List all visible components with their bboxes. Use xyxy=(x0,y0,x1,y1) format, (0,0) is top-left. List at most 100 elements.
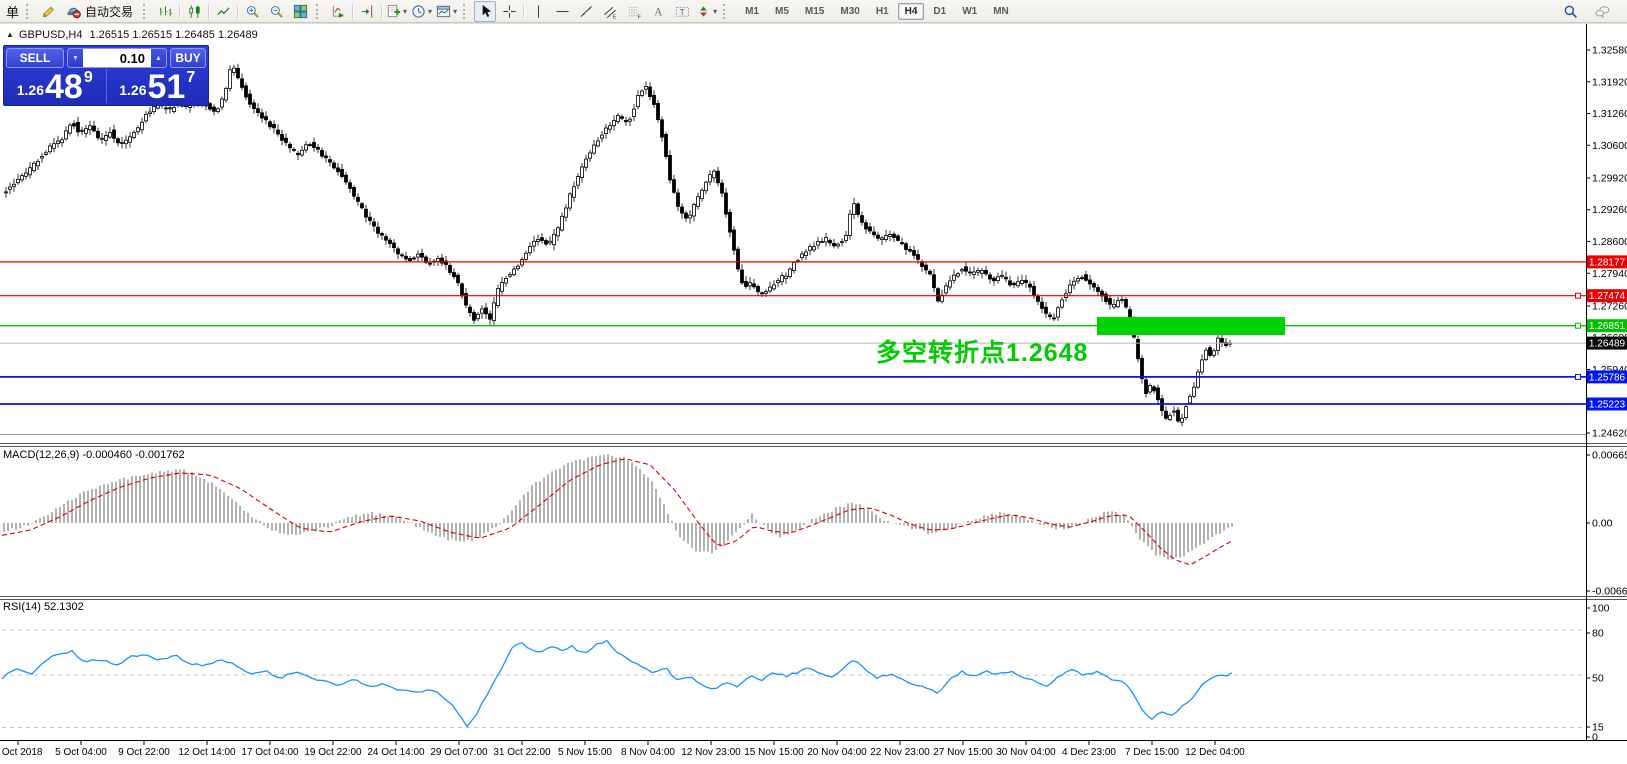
dropdown-arrow-icon[interactable]: ▾ xyxy=(713,6,718,16)
main-chart-panel[interactable] xyxy=(0,24,1586,436)
svg-text:F: F xyxy=(637,14,640,18)
tile-windows-button[interactable] xyxy=(289,1,311,22)
highlight-rectangle[interactable] xyxy=(1097,317,1285,335)
time-axis[interactable] xyxy=(0,741,1627,764)
price-tick-label: 1.32580 xyxy=(1592,45,1627,57)
toolbar-grip[interactable] xyxy=(26,3,31,19)
toolbar-separator xyxy=(208,3,210,19)
toolbar-separator xyxy=(179,3,181,19)
ea-icon xyxy=(66,4,81,19)
toolbar-grip[interactable] xyxy=(316,3,321,19)
toolbar-separator xyxy=(523,3,525,19)
newchart-icon xyxy=(386,4,401,19)
text-button[interactable]: A xyxy=(647,1,669,22)
time-tick-label: 4 Dec 23:00 xyxy=(1062,747,1116,758)
timeframe-button-mn[interactable]: MN xyxy=(993,5,1009,17)
price-axis[interactable] xyxy=(1586,24,1627,741)
yellow-crayon-icon[interactable] xyxy=(37,1,59,22)
autoscroll-icon xyxy=(331,4,346,19)
time-tick-label: 30 Nov 04:00 xyxy=(996,747,1056,758)
fibonacci-button[interactable]: F xyxy=(623,1,645,22)
toolbar-separator xyxy=(237,3,239,19)
rsi-axis-label: 0 xyxy=(1592,732,1598,744)
hline-icon xyxy=(555,4,570,19)
shift-icon xyxy=(360,4,375,19)
horizontal-line-button[interactable] xyxy=(551,1,573,22)
buy-button[interactable]: BUY xyxy=(170,48,206,68)
rsi-axis-label: 100 xyxy=(1592,603,1610,615)
symbol-marker-icon: ▲ xyxy=(6,30,14,39)
time-tick-label: 29 Oct 07:00 xyxy=(430,747,488,758)
line-handle xyxy=(1575,322,1581,329)
dropdown-arrow-icon[interactable]: ▾ xyxy=(453,6,458,16)
bar-chart-button[interactable] xyxy=(154,1,176,22)
chat-button[interactable] xyxy=(1591,1,1613,22)
autotrading-button-label: 自动交易 xyxy=(85,4,134,19)
price-tick-label: 1.31920 xyxy=(1592,76,1627,88)
arrows-button[interactable]: ▾ xyxy=(695,1,718,22)
text-label-button[interactable]: T xyxy=(671,1,693,22)
buy-price-base: 1.26 xyxy=(119,82,147,98)
volume-down-button[interactable]: ▼ xyxy=(68,49,83,67)
candlestick-chart-button[interactable] xyxy=(183,1,205,22)
auto-scroll-button[interactable] xyxy=(327,1,349,22)
periods-button[interactable]: ▾ xyxy=(410,1,433,22)
time-tick-label: 5 Oct 04:00 xyxy=(55,747,107,758)
zoom-in-button[interactable] xyxy=(241,1,263,22)
toolbar-separator xyxy=(352,3,354,19)
macd-signal-line xyxy=(1,458,1233,566)
time-tick-label: 8 Nov 04:00 xyxy=(621,747,675,758)
line-chart-button[interactable] xyxy=(212,1,234,22)
price-tick-label: 1.27260 xyxy=(1592,301,1627,313)
time-tick-label: 24 Oct 14:00 xyxy=(367,747,425,758)
rsi-indicator-label: RSI(14) 52.1302 xyxy=(3,601,84,613)
vertical-line-button[interactable] xyxy=(527,1,549,22)
timeframe-button-m1[interactable]: M1 xyxy=(745,5,759,17)
timeframe-button-w1[interactable]: W1 xyxy=(962,5,978,17)
toolbar-separator xyxy=(381,3,383,19)
chart-shift-button[interactable] xyxy=(356,1,378,22)
dropdown-arrow-icon[interactable]: ▾ xyxy=(403,6,408,16)
volume-input[interactable]: 0.10 xyxy=(119,50,145,66)
dropdown-arrow-icon[interactable]: ▾ xyxy=(428,6,433,16)
trendline-button[interactable] xyxy=(575,1,597,22)
toolbar-grip[interactable] xyxy=(723,3,728,19)
buy-price[interactable]: 1.26 51 7 xyxy=(107,68,209,104)
timeframe-button-m5[interactable]: M5 xyxy=(775,5,789,17)
timeframe-button-h4[interactable]: H4 xyxy=(897,2,925,20)
templates-button[interactable]: ▾ xyxy=(435,1,458,22)
timeframe-button-h1[interactable]: H1 xyxy=(875,5,889,17)
chat-icon xyxy=(1594,4,1610,19)
channel-icon: E xyxy=(603,4,618,19)
new-chart-button[interactable]: ▾ xyxy=(385,1,408,22)
symbol-name: GBPUSD,H4 xyxy=(18,29,83,41)
autotrading-button[interactable]: 自动交易 xyxy=(60,1,139,22)
crosshair-button[interactable] xyxy=(498,1,520,22)
equidistant-channel-button[interactable]: E xyxy=(599,1,621,22)
toolbar-grip[interactable] xyxy=(463,3,468,19)
search-button[interactable] xyxy=(1559,1,1581,22)
svg-text:T: T xyxy=(679,7,684,16)
zoom-out-button[interactable] xyxy=(265,1,287,22)
time-tick-label: 12 Oct 14:00 xyxy=(178,747,236,758)
rsi-panel[interactable] xyxy=(0,601,1586,740)
cursor-button[interactable] xyxy=(474,0,497,22)
new-order-button-partial[interactable]: 单 xyxy=(6,4,20,20)
timeframe-button-m15[interactable]: M15 xyxy=(804,5,825,17)
template-icon xyxy=(436,4,451,19)
timeframe-button-d1[interactable]: D1 xyxy=(933,5,947,17)
timeframe-button-m30[interactable]: M30 xyxy=(840,5,860,17)
sell-button[interactable]: SELL xyxy=(6,48,64,68)
svg-text:1.26489: 1.26489 xyxy=(1589,339,1626,350)
volume-up-button[interactable]: ▲ xyxy=(151,49,166,67)
zoomout-icon xyxy=(269,4,284,19)
svg-text:A: A xyxy=(654,6,663,18)
svg-text:1.28177: 1.28177 xyxy=(1589,257,1626,268)
toolbar-grip[interactable] xyxy=(143,3,148,19)
crayon-icon xyxy=(41,4,56,19)
arrows-icon xyxy=(696,4,711,19)
macd-panel[interactable] xyxy=(0,447,1586,596)
chart-annotation-text[interactable]: 多空转折点1.2648 xyxy=(876,339,1089,367)
sell-price[interactable]: 1.26 48 9 xyxy=(4,68,106,104)
